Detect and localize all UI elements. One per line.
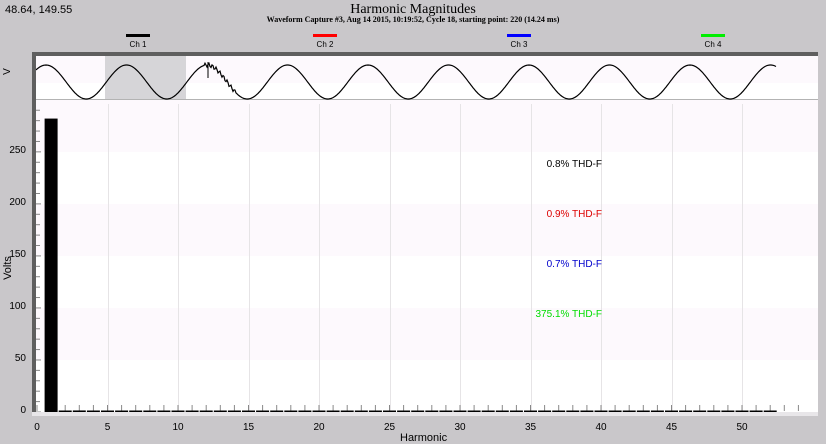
x-tick-label: 40 [595,422,607,433]
bars [36,109,799,412]
x-tick-label: 5 [104,422,111,433]
legend-item-ch1[interactable]: Ch 1 [118,34,158,49]
x-tick-label: 20 [313,422,325,433]
waveform-panel[interactable] [32,52,818,104]
thd-annotation-ch3: 0.7% THD-F [546,259,602,270]
y-tick-label: 150 [9,248,26,260]
y-tick-label: 200 [9,196,26,208]
legend-swatch [126,34,150,37]
harmonic-bar-plot[interactable]: 0.8% THD-F 0.9% THD-F 0.7% THD-F 375.1% THD… [32,99,818,412]
legend-item-ch4[interactable]: Ch 4 [693,34,733,49]
y-tick-label: 100 [9,300,26,312]
cycle-selection-highlight[interactable] [105,56,186,99]
legend-swatch [507,34,531,37]
y-tick-label: 250 [9,144,26,156]
x-tick-label: 45 [665,422,678,433]
legend-swatch [701,34,725,37]
x-tick-label: 10 [172,422,184,433]
x-tick-label: 15 [242,422,255,433]
chart-subtitle: Waveform Capture #3, Aug 14 2015, 10:19:… [266,15,560,24]
legend-swatch [313,34,337,37]
x-tick-label: 50 [736,422,748,433]
x-axis-title: Harmonic [400,432,448,444]
legend-label: Ch 3 [510,40,528,49]
legend-label: Ch 2 [316,40,334,49]
y-tick-label: 50 [14,352,26,364]
waveform-y-label: V [1,68,13,75]
waveform-trace [36,61,777,100]
cursor-coordinates: 48.64, 149.55 [5,4,73,16]
legend-item-ch3[interactable]: Ch 3 [499,34,539,49]
x-tick-label: 30 [454,422,466,433]
thd-annotation-ch1: 0.8% THD-F [546,159,602,170]
thd-annotation-ch2: 0.9% THD-F [546,209,602,220]
x-tick-label: 25 [383,422,396,433]
y-axis-title: Volts [1,256,14,280]
thd-annotation-ch4: 375.1% THD-F [535,309,602,320]
legend-label: Ch 1 [129,40,147,49]
legend-item-ch2[interactable]: Ch 2 [305,34,345,49]
x-tick-label: 0 [34,422,40,433]
x-tick-label: 35 [524,422,537,433]
y-tick-label: 0 [20,405,26,416]
legend-label: Ch 4 [704,40,722,49]
chart-title: Harmonic Magnitudes [350,2,476,17]
